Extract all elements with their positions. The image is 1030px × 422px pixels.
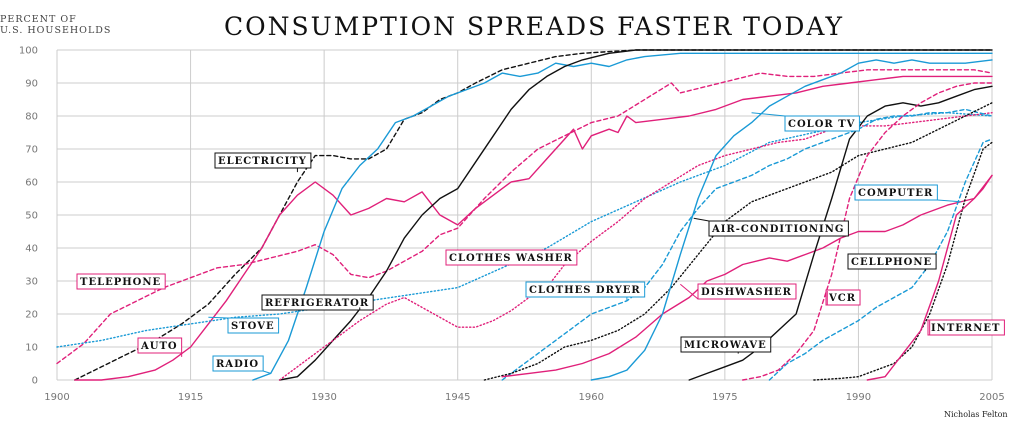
series-label-box — [680, 336, 772, 353]
series-line-air-conditioning — [483, 102, 993, 381]
y-axis-label: PERCENT OF U.S. HOUSEHOLDS — [0, 14, 111, 36]
series-line-vcr — [742, 82, 993, 381]
credit: Nicholas Felton — [944, 410, 1008, 419]
series-label-text: MICROWAVE — [684, 340, 767, 351]
series-label-leader — [262, 370, 271, 374]
series-label-box — [137, 337, 183, 354]
series-line-color-tv — [590, 59, 993, 381]
series-label-text: CLOTHES WASHER — [449, 253, 573, 264]
series-label-text: ELECTRICITY — [218, 156, 307, 167]
x-tick-label: 1915 — [178, 392, 203, 403]
series-label-text: RADIO — [216, 359, 259, 370]
series-label-box — [445, 249, 578, 266]
series-label-box — [927, 319, 1005, 336]
y-tick-label: 60 — [25, 178, 38, 189]
y-tick-label: 30 — [25, 277, 38, 288]
series-label-box — [784, 115, 860, 132]
y-tick-label: 20 — [25, 310, 38, 321]
series-label-internet: INTERNET — [927, 319, 1005, 336]
y-tick-label: 90 — [25, 79, 38, 90]
series-label-text: COLOR TV — [788, 119, 855, 130]
series-label-electricity: ELECTRICITY — [214, 152, 312, 173]
series-label-leader — [693, 217, 710, 222]
y-tick-label: 70 — [25, 145, 38, 156]
series-label-cellphone: CELLPHONE — [847, 253, 937, 272]
series-labels: ELECTRICITY TELEPHONE STOVE AUTO REFRIGERATO… — [76, 112, 1005, 374]
chart-title: CONSUMPTION SPREADS FASTER TODAY — [224, 12, 844, 41]
series-label-text: CELLPHONE — [851, 257, 932, 268]
series-label-radio: RADIO — [212, 355, 271, 374]
series-label-box — [708, 220, 849, 237]
series-label-color-tv: COLOR TV — [751, 112, 860, 132]
series-label-box — [825, 289, 861, 306]
series-label-text: VCR — [828, 293, 856, 304]
series-label-box — [227, 317, 280, 334]
series-label-text: DISHWASHER — [701, 287, 792, 298]
series-label-leader — [937, 199, 961, 203]
series-line-radio — [252, 52, 993, 381]
series-label-stove: STOVE — [208, 316, 280, 334]
y-tick-label: 100 — [19, 46, 38, 57]
grid — [56, 49, 993, 381]
x-tick-label: 1975 — [712, 392, 737, 403]
x-tick-label: 1990 — [846, 392, 871, 403]
series-label-box — [847, 253, 937, 270]
series-label-text: TELEPHONE — [80, 277, 161, 288]
series-line-computer — [768, 138, 993, 381]
series-label-microwave: MICROWAVE — [680, 336, 772, 354]
x-tick-label: 1945 — [445, 392, 470, 403]
series-label-box — [76, 273, 166, 290]
series-label-leader — [751, 112, 786, 117]
series-line-auto — [74, 75, 993, 381]
series-line-electricity — [74, 49, 993, 381]
series-label-text: CLOTHES DRYER — [529, 285, 641, 296]
series-label-text: STOVE — [231, 321, 275, 332]
x-tick-label: 1930 — [311, 392, 336, 403]
series-line-internet — [866, 174, 993, 381]
x-tick-label: 1900 — [44, 392, 69, 403]
x-tick-label: 1960 — [579, 392, 604, 403]
y-tick-label: 0 — [32, 376, 38, 387]
series-label-box — [212, 355, 264, 372]
series-label-computer: COMPUTER — [854, 184, 961, 203]
series-line-dishwasher — [501, 174, 993, 378]
series-label-box — [697, 283, 797, 300]
series-label-auto: AUTO — [137, 337, 183, 357]
series-line-refrigerator — [278, 49, 993, 381]
y-axis-label-line-1: PERCENT OF — [0, 14, 77, 25]
series-label-telephone: TELEPHONE — [76, 273, 166, 291]
series-label-refrigerator: REFRIGERATOR — [261, 294, 374, 311]
series-label-text: AIR-CONDITIONING — [711, 224, 844, 235]
series-label-box — [214, 152, 312, 169]
y-tick-label: 80 — [25, 112, 38, 123]
axis-ticks: 0 10 20 30 40 50 60 70 80 90 100 1900 1915 1930 1945 19… — [19, 46, 1005, 404]
series-label-box — [261, 294, 374, 311]
series-label-leader — [208, 316, 229, 319]
series-line-clothes-dryer — [501, 108, 993, 381]
series-label-air-conditioning: AIR-CONDITIONING — [693, 217, 849, 237]
series-label-text: AUTO — [140, 341, 178, 352]
series-label-leader — [680, 283, 699, 300]
series-line-microwave — [688, 85, 993, 381]
series-label-text: REFRIGERATOR — [265, 298, 369, 309]
series-label-text: COMPUTER — [858, 188, 933, 199]
series-label-vcr: VCR — [825, 289, 861, 306]
series-label-box — [525, 281, 646, 298]
y-axis-label-line-2: U.S. HOUSEHOLDS — [0, 25, 112, 36]
series-label-clothes-dryer: CLOTHES DRYER — [525, 281, 646, 301]
series-label-box — [854, 184, 938, 201]
series-line-clothes-washer — [278, 112, 993, 381]
series-label-text: INTERNET — [931, 323, 1000, 334]
series-label-dishwasher: DISHWASHER — [680, 283, 797, 300]
series-label-clothes-washer: CLOTHES WASHER — [445, 249, 578, 266]
y-tick-label: 50 — [25, 211, 38, 222]
y-tick-label: 40 — [25, 244, 38, 255]
y-tick-label: 10 — [25, 343, 38, 354]
x-tick-label: 2005 — [979, 392, 1004, 403]
series-line-telephone — [56, 69, 993, 365]
